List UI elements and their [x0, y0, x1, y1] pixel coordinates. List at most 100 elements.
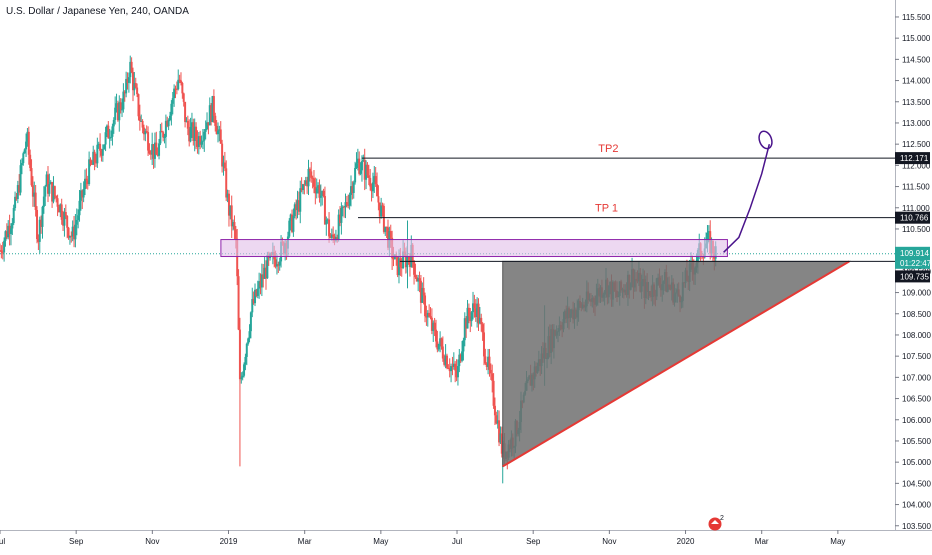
candle-body	[147, 132, 150, 151]
candle-body	[160, 130, 163, 133]
candle-body	[266, 254, 269, 279]
candle-body	[382, 205, 385, 232]
candle-body	[121, 109, 124, 111]
candle-body	[166, 120, 169, 127]
candle-body	[481, 324, 484, 333]
candle-body	[163, 136, 166, 138]
candle-body	[145, 131, 148, 133]
candle-body	[175, 88, 178, 90]
candle-body	[38, 219, 41, 242]
candle-body	[429, 316, 432, 318]
candle-body	[177, 79, 180, 90]
candle-body	[434, 329, 437, 342]
candle-body	[212, 96, 215, 116]
candle-body	[112, 119, 115, 127]
candle-body	[73, 226, 76, 240]
candle-body	[78, 200, 81, 216]
candle-body	[4, 231, 7, 241]
time-axis[interactable]: Jul Sep Nov 2019 Mar May Jul Sep Nov 2020 Mar May	[0, 530, 932, 546]
candle-body	[349, 186, 352, 195]
candle-body	[307, 168, 310, 187]
price-tick-label: 107.500	[902, 352, 931, 361]
candle-body	[291, 214, 294, 232]
candle-body	[455, 370, 458, 378]
candle-body	[190, 122, 193, 127]
candle-body	[226, 193, 229, 198]
candle-body	[251, 299, 254, 313]
candle-body	[476, 303, 479, 318]
candle-body	[249, 312, 252, 332]
candle-body	[495, 415, 498, 424]
price-tick-label: 110.500	[902, 225, 931, 234]
candle-body	[274, 259, 277, 267]
candle-body	[114, 107, 117, 120]
candle-body	[185, 120, 188, 123]
candle-body	[365, 164, 368, 180]
candle-body	[236, 238, 239, 277]
candle-body	[428, 312, 431, 317]
target-loop[interactable]	[757, 129, 774, 150]
candle-body	[200, 141, 203, 145]
price-tick-label: 114.500	[902, 55, 931, 64]
candle-body	[7, 225, 10, 238]
candle-body	[241, 375, 244, 378]
candle-body	[233, 222, 236, 230]
candle-body	[173, 88, 176, 99]
candle-body	[348, 194, 351, 206]
candle-body	[51, 182, 54, 202]
candle-body	[137, 94, 140, 117]
candle-body	[477, 303, 480, 324]
resistance-zone[interactable]	[220, 239, 728, 258]
candle-body	[323, 196, 326, 225]
candle-body	[354, 167, 357, 183]
candle-body	[422, 287, 425, 296]
candle-body	[97, 143, 100, 145]
price-tick-label: 113.000	[902, 119, 931, 128]
annotations-layer[interactable]: TP2 TP 1	[0, 129, 895, 468]
candle-body	[292, 216, 295, 232]
candle-body	[119, 102, 122, 110]
candle-body	[204, 129, 207, 132]
candle-body	[195, 126, 198, 140]
candle-body	[118, 102, 121, 121]
candle-body	[82, 189, 85, 198]
candle-body	[62, 219, 65, 226]
candle-body	[34, 192, 37, 210]
level-price-tag	[895, 211, 930, 224]
candle-body	[254, 289, 257, 304]
candle-body	[430, 317, 433, 331]
candle-body	[48, 184, 51, 194]
candle-body	[189, 126, 192, 142]
time-tick-label: Sep	[526, 537, 541, 546]
price-axis[interactable]: 115.500 115.000 114.500 114.000 113.500 113.0…	[895, 0, 932, 550]
candle-body	[289, 214, 292, 221]
time-tick-label: Mar	[298, 537, 312, 546]
candle-body	[310, 171, 313, 178]
candle-body	[57, 206, 60, 213]
candle-body	[234, 229, 237, 239]
projection-path[interactable]	[723, 143, 771, 253]
candle-body	[222, 162, 225, 167]
candle-body	[99, 143, 102, 151]
candle-body	[302, 184, 305, 191]
price-tick-label: 114.000	[902, 77, 931, 86]
candle-body	[199, 136, 202, 145]
badge-count: 2	[720, 515, 724, 522]
candle-body	[366, 164, 369, 176]
tradingview-badge-icon[interactable]: 2	[707, 514, 725, 537]
candle-body	[237, 276, 240, 330]
price-tick-label: 113.500	[902, 98, 931, 107]
candle-body	[153, 142, 156, 159]
candle-body	[414, 274, 417, 278]
candle-body	[111, 126, 114, 137]
candle-body	[182, 93, 185, 102]
candle-body	[255, 289, 258, 296]
price-tick-label: 103.500	[902, 522, 931, 531]
candle-body	[101, 149, 104, 156]
candle-body	[77, 215, 80, 220]
level-price-value: 112.171	[900, 154, 929, 163]
candle-body	[188, 128, 191, 142]
candle-body	[413, 260, 416, 275]
